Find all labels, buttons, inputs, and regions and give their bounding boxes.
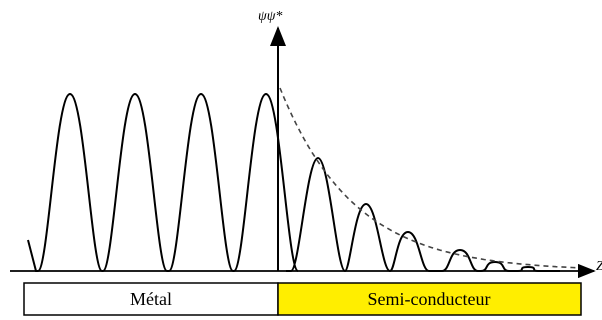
- psi-axis-label: ψψ*: [258, 9, 282, 24]
- z-axis-label: Z: [596, 259, 602, 274]
- metal-region-label: Métal: [130, 289, 172, 309]
- semiconductor-region-box: [277, 282, 582, 316]
- metal-wave-curve: [27, 92, 299, 272]
- metal-region-box: [23, 282, 279, 316]
- decay-envelope-curve: [279, 87, 589, 269]
- semiconductor-region-label: Semi-conducteur: [368, 289, 491, 309]
